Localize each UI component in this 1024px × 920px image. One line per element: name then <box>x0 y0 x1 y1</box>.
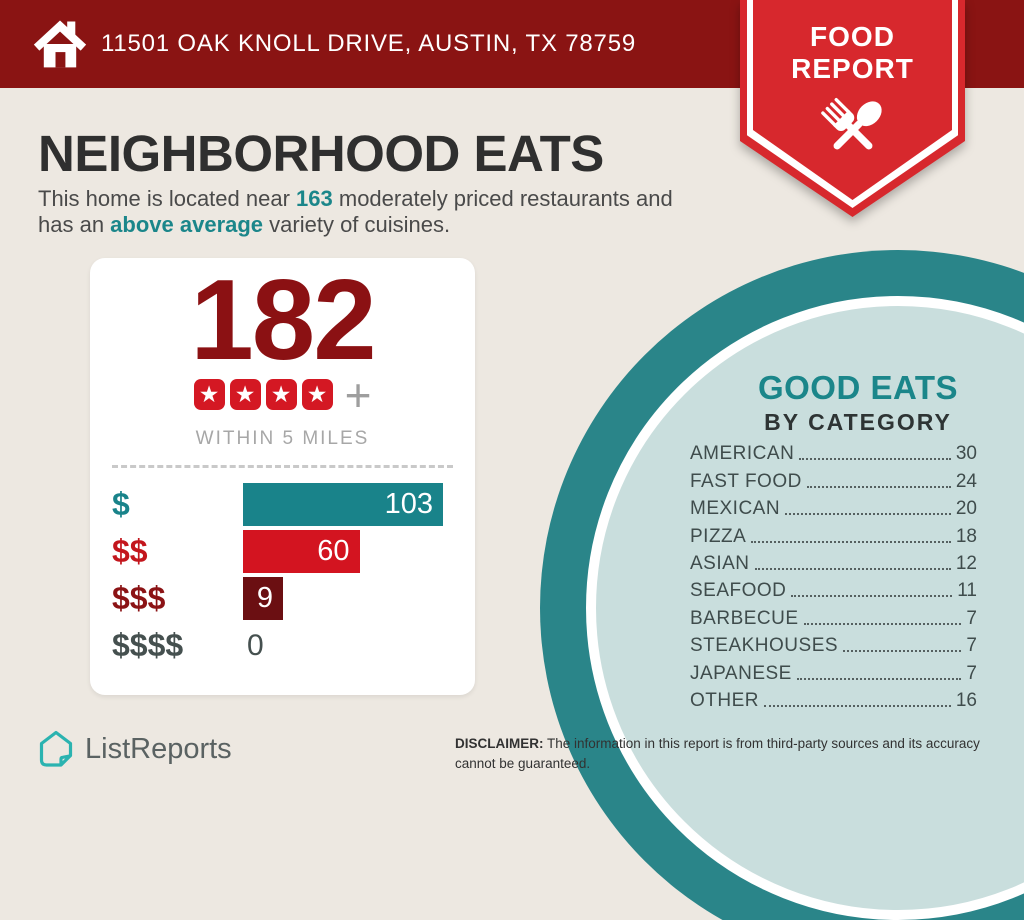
plus-icon: + <box>344 368 372 421</box>
category-value: 20 <box>955 498 977 520</box>
disclaimer-label: DISCLAIMER: <box>455 736 544 751</box>
restaurant-stats-card: 182 ★ ★ ★ ★ + WITHIN 5 MILES $103 $$ 60 $$$ 9 $$$… <box>90 258 475 695</box>
category-row: PIZZA 18 <box>690 520 977 547</box>
category-row: JAPANESE 7 <box>690 657 977 684</box>
star-icon: ★ <box>265 379 297 410</box>
price-tier-bar: 103 <box>243 483 443 526</box>
badge-title-line1: FOOD <box>810 21 895 52</box>
category-label: OTHER <box>690 689 759 711</box>
price-tier-row: $$$ 9 <box>112 577 453 620</box>
price-tier-label: $$$$ <box>112 627 184 663</box>
category-row: OTHER 16 <box>690 685 977 712</box>
dotted-leader <box>791 595 953 598</box>
dotted-leader <box>764 704 951 707</box>
category-label: FAST FOOD <box>690 470 802 492</box>
good-eats-subtitle: BY CATEGORY <box>764 409 952 435</box>
price-tier-label: $$$ <box>112 580 166 616</box>
dotted-leader <box>754 567 951 570</box>
category-label: BARBECUE <box>690 607 799 629</box>
food-report-badge: FOOD REPORT <box>740 0 965 217</box>
restaurant-count-highlight: 163 <box>296 186 333 211</box>
disclaimer-text: The information in this report is from t… <box>455 736 980 771</box>
listreports-brand: ListReports <box>36 727 232 771</box>
price-tier-label: $ <box>112 486 130 522</box>
price-chart: $103 $$ 60 $$$ 9 $$$$ 0 <box>112 483 453 671</box>
category-row: ASIAN 12 <box>690 548 977 575</box>
dotted-leader <box>803 622 962 625</box>
restaurant-count: 182 <box>190 257 376 384</box>
dotted-leader <box>751 540 951 543</box>
category-value: 7 <box>966 635 977 657</box>
category-label: AMERICAN <box>690 443 795 465</box>
property-address: 11501 OAK KNOLL DRIVE, AUSTIN, TX 78759 <box>101 30 637 57</box>
price-tier-value: 0 <box>247 628 264 662</box>
price-tier-row: $103 <box>112 483 453 526</box>
dotted-leader <box>799 458 951 461</box>
badge-title-line2: REPORT <box>791 53 914 84</box>
page-title: NEIGHBORHOOD EATS <box>38 125 604 182</box>
category-value: 7 <box>966 607 977 629</box>
star-icon: ★ <box>193 379 225 410</box>
disclaimer: DISCLAIMER: The information in this repo… <box>455 734 983 773</box>
category-value: 16 <box>955 689 977 711</box>
price-tier-bar: 9 <box>243 577 283 620</box>
variety-highlight: above average <box>110 211 264 237</box>
price-tier-value: 60 <box>317 535 350 567</box>
category-row: AMERICAN 30 <box>690 438 977 465</box>
category-label: SEAFOOD <box>690 580 787 602</box>
category-label: MEXICAN <box>690 498 781 520</box>
star-icon: ★ <box>229 379 261 410</box>
radius-label: WITHIN 5 MILES <box>195 428 370 449</box>
category-value: 7 <box>966 662 977 684</box>
category-value: 30 <box>955 443 977 465</box>
price-tier-label: $$ <box>112 533 148 569</box>
price-tier-row: $$$$ 0 <box>112 624 453 667</box>
dotted-leader <box>843 650 962 653</box>
subtitle-line1: This home is located near 163 moderately… <box>38 186 673 211</box>
listreports-logo-text: ListReports <box>85 732 232 765</box>
category-row: BARBECUE 7 <box>690 602 977 629</box>
category-value: 12 <box>955 552 977 574</box>
home-icon <box>33 20 87 68</box>
category-row: FAST FOOD 24 <box>690 465 977 492</box>
listreports-logo-icon <box>39 730 73 767</box>
dashed-divider <box>112 465 453 468</box>
category-row: STEAKHOUSES 7 <box>690 630 977 657</box>
category-label: PIZZA <box>690 525 747 547</box>
price-tier-value: 103 <box>384 488 433 520</box>
price-tier-row: $$ 60 <box>112 530 453 573</box>
category-label: JAPANESE <box>690 662 792 684</box>
category-value: 24 <box>955 470 977 492</box>
price-tier-bar: 60 <box>243 530 360 573</box>
category-label: ASIAN <box>690 552 750 574</box>
dotted-leader <box>785 513 951 516</box>
category-value: 18 <box>955 525 977 547</box>
category-row: MEXICAN 20 <box>690 493 977 520</box>
dotted-leader <box>806 485 951 488</box>
spoon-fork-icon <box>820 97 882 150</box>
star-rating: ★ ★ ★ ★ + <box>90 368 475 421</box>
star-icon: ★ <box>301 379 333 410</box>
category-value: 11 <box>957 580 977 602</box>
page-subtitle: This home is located near 163 moderately… <box>38 186 673 238</box>
category-label: STEAKHOUSES <box>690 635 839 657</box>
category-list: AMERICAN 30 FAST FOOD 24 MEXICAN 20 PIZZA 18 ASI… <box>690 438 977 712</box>
good-eats-title: GOOD EATS <box>757 369 959 406</box>
category-row: SEAFOOD 11 <box>690 575 977 602</box>
dotted-leader <box>796 677 962 680</box>
subtitle-line2: has an above average variety of cuisines… <box>38 211 451 237</box>
price-tier-value: 9 <box>256 582 273 614</box>
